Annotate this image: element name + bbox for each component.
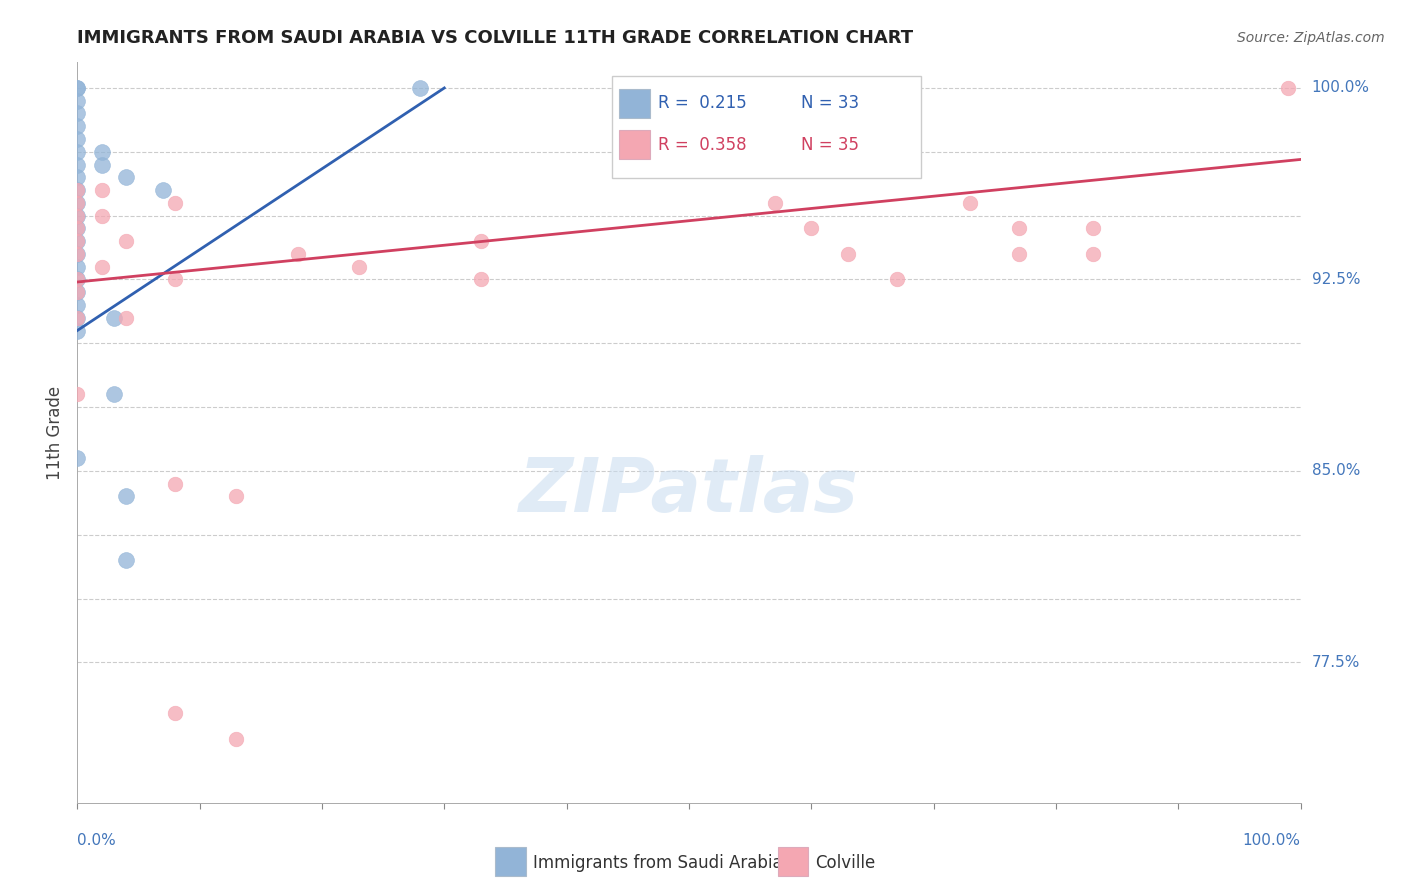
Point bbox=[66, 81, 89, 95]
Point bbox=[409, 81, 432, 95]
Point bbox=[66, 170, 89, 185]
Point bbox=[959, 195, 981, 210]
Text: Immigrants from Saudi Arabia: Immigrants from Saudi Arabia bbox=[533, 855, 783, 872]
Point bbox=[90, 145, 112, 159]
Text: 0.0%: 0.0% bbox=[77, 833, 117, 848]
Point bbox=[66, 451, 89, 466]
Point bbox=[763, 195, 786, 210]
Point bbox=[66, 209, 89, 223]
Text: N = 35: N = 35 bbox=[801, 136, 859, 153]
Text: 100.0%: 100.0% bbox=[1243, 833, 1301, 848]
Point bbox=[90, 183, 112, 197]
Point bbox=[66, 310, 89, 325]
Point bbox=[837, 247, 859, 261]
Point bbox=[66, 157, 89, 171]
Point bbox=[165, 476, 187, 491]
Point bbox=[165, 195, 187, 210]
Point bbox=[470, 234, 492, 248]
Point bbox=[103, 387, 125, 401]
Point bbox=[66, 81, 89, 95]
Point bbox=[66, 272, 89, 286]
Point bbox=[66, 209, 89, 223]
Point bbox=[66, 234, 89, 248]
Text: 85.0%: 85.0% bbox=[1312, 464, 1360, 478]
Point bbox=[165, 706, 187, 721]
Text: N = 33: N = 33 bbox=[801, 95, 859, 112]
Point bbox=[225, 731, 247, 746]
Point bbox=[66, 195, 89, 210]
Point bbox=[66, 94, 89, 108]
Point bbox=[1081, 221, 1104, 235]
Point bbox=[66, 324, 89, 338]
Point bbox=[66, 247, 89, 261]
Point bbox=[66, 106, 89, 120]
Point bbox=[66, 298, 89, 312]
Point bbox=[115, 310, 138, 325]
Point bbox=[115, 234, 138, 248]
Point bbox=[66, 195, 89, 210]
Point bbox=[225, 490, 247, 504]
Point bbox=[66, 247, 89, 261]
Point bbox=[470, 272, 492, 286]
Point bbox=[66, 183, 89, 197]
Point bbox=[800, 221, 823, 235]
Point bbox=[66, 145, 89, 159]
Point bbox=[66, 221, 89, 235]
Point bbox=[347, 260, 370, 274]
Text: 100.0%: 100.0% bbox=[1312, 80, 1369, 95]
Point bbox=[90, 260, 112, 274]
Point bbox=[115, 553, 138, 567]
Y-axis label: 11th Grade: 11th Grade bbox=[46, 385, 65, 480]
Point bbox=[165, 272, 187, 286]
Point bbox=[1081, 247, 1104, 261]
Point bbox=[66, 221, 89, 235]
Text: R =  0.215: R = 0.215 bbox=[658, 95, 747, 112]
Text: Source: ZipAtlas.com: Source: ZipAtlas.com bbox=[1237, 31, 1385, 45]
Point bbox=[103, 310, 125, 325]
Text: 77.5%: 77.5% bbox=[1312, 655, 1360, 670]
Point bbox=[66, 285, 89, 300]
Point bbox=[66, 310, 89, 325]
Point bbox=[66, 132, 89, 146]
Point bbox=[66, 183, 89, 197]
Text: R =  0.358: R = 0.358 bbox=[658, 136, 747, 153]
Point bbox=[66, 260, 89, 274]
Point bbox=[66, 285, 89, 300]
Text: 92.5%: 92.5% bbox=[1312, 272, 1360, 287]
Point bbox=[152, 183, 174, 197]
Text: ZIPatlas: ZIPatlas bbox=[519, 455, 859, 528]
Point bbox=[115, 170, 138, 185]
Text: IMMIGRANTS FROM SAUDI ARABIA VS COLVILLE 11TH GRADE CORRELATION CHART: IMMIGRANTS FROM SAUDI ARABIA VS COLVILLE… bbox=[77, 29, 914, 47]
Point bbox=[66, 272, 89, 286]
Point bbox=[66, 120, 89, 134]
Point bbox=[90, 157, 112, 171]
Point bbox=[66, 387, 89, 401]
Point bbox=[90, 209, 112, 223]
Point bbox=[115, 490, 138, 504]
Point bbox=[1008, 221, 1031, 235]
Point bbox=[287, 247, 309, 261]
Text: Colville: Colville bbox=[815, 855, 876, 872]
Point bbox=[1277, 81, 1299, 95]
Point bbox=[66, 234, 89, 248]
Point bbox=[1008, 247, 1031, 261]
Point bbox=[886, 272, 908, 286]
